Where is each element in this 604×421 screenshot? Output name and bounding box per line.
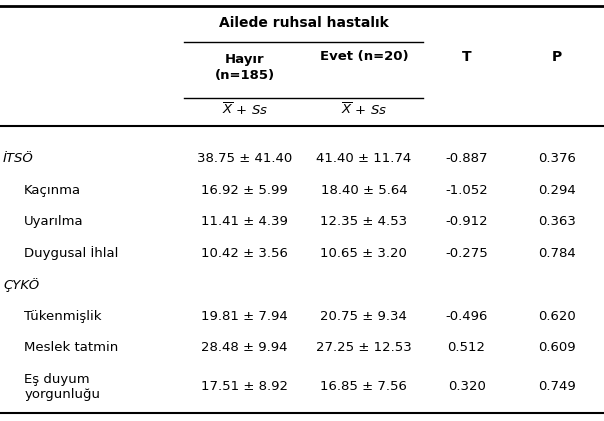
Text: Eş duyum
yorgunluğu: Eş duyum yorgunluğu — [24, 373, 100, 401]
Text: 0.784: 0.784 — [538, 247, 576, 260]
Text: 0.363: 0.363 — [538, 215, 576, 228]
Text: -0.912: -0.912 — [445, 215, 488, 228]
Text: 16.85 ± 7.56: 16.85 ± 7.56 — [321, 381, 407, 393]
Text: Kaçınma: Kaçınma — [24, 184, 82, 197]
Text: Ailede ruhsal hastalık: Ailede ruhsal hastalık — [219, 16, 388, 30]
Text: -0.887: -0.887 — [445, 152, 488, 165]
Text: 0.749: 0.749 — [538, 381, 576, 393]
Text: 18.40 ± 5.64: 18.40 ± 5.64 — [321, 184, 407, 197]
Text: 0.294: 0.294 — [538, 184, 576, 197]
Text: P: P — [552, 50, 562, 64]
Text: -0.275: -0.275 — [445, 247, 488, 260]
Text: 38.75 ± 41.40: 38.75 ± 41.40 — [197, 152, 292, 165]
Text: 0.609: 0.609 — [538, 341, 576, 354]
Text: 41.40 ± 11.74: 41.40 ± 11.74 — [316, 152, 411, 165]
Text: Duygusal İhlal: Duygusal İhlal — [24, 246, 118, 260]
Text: Hayır
(n=185): Hayır (n=185) — [214, 53, 275, 82]
Text: $\overline{X}$ $+$ $Ss$: $\overline{X}$ $+$ $Ss$ — [341, 102, 387, 118]
Text: 17.51 ± 8.92: 17.51 ± 8.92 — [201, 381, 288, 393]
Text: 11.41 ± 4.39: 11.41 ± 4.39 — [201, 215, 288, 228]
Text: T: T — [462, 50, 471, 64]
Text: Meslek tatmin: Meslek tatmin — [24, 341, 118, 354]
Text: Uyarılma: Uyarılma — [24, 215, 84, 228]
Text: ÇYKÖ: ÇYKÖ — [3, 278, 39, 292]
Text: -1.052: -1.052 — [445, 184, 488, 197]
Text: 27.25 ± 12.53: 27.25 ± 12.53 — [316, 341, 412, 354]
Text: 12.35 ± 4.53: 12.35 ± 4.53 — [320, 215, 408, 228]
Text: Tükenmişlik: Tükenmişlik — [24, 309, 101, 322]
Text: 19.81 ± 7.94: 19.81 ± 7.94 — [201, 309, 288, 322]
Text: 0.320: 0.320 — [448, 381, 486, 393]
Text: 20.75 ± 9.34: 20.75 ± 9.34 — [321, 309, 407, 322]
Text: 10.42 ± 3.56: 10.42 ± 3.56 — [201, 247, 288, 260]
Text: $\overline{X}$ $+$ $Ss$: $\overline{X}$ $+$ $Ss$ — [222, 102, 268, 118]
Text: 16.92 ± 5.99: 16.92 ± 5.99 — [201, 184, 288, 197]
Text: 10.65 ± 3.20: 10.65 ± 3.20 — [321, 247, 407, 260]
Text: 0.512: 0.512 — [448, 341, 486, 354]
Text: 0.620: 0.620 — [538, 309, 576, 322]
Text: -0.496: -0.496 — [445, 309, 488, 322]
Text: 28.48 ± 9.94: 28.48 ± 9.94 — [201, 341, 288, 354]
Text: 0.376: 0.376 — [538, 152, 576, 165]
Text: İTSÖ: İTSÖ — [3, 152, 34, 165]
Text: Evet (n=20): Evet (n=20) — [320, 51, 408, 63]
